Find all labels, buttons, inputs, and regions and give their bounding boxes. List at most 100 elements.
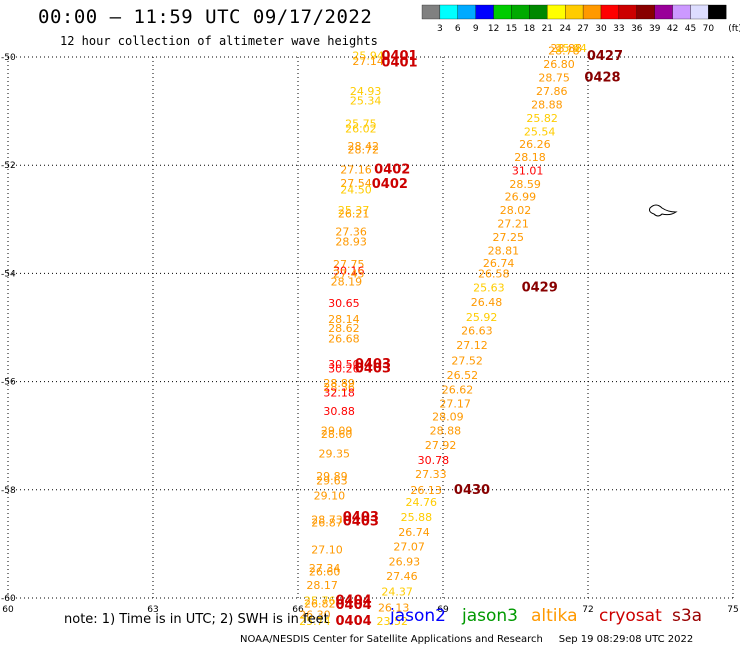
pass-time-label: 0403 xyxy=(355,361,391,376)
wave-height-value: 29.35 xyxy=(319,447,351,460)
pass-time-label: 0402 xyxy=(372,177,408,192)
wave-height-value: 26.62 xyxy=(442,384,474,397)
wave-height-value: 28.88 xyxy=(430,425,462,438)
scale-label: 36 xyxy=(631,24,643,34)
wave-height-value: 24.37 xyxy=(381,585,413,598)
x-tick-label: 72 xyxy=(582,605,593,615)
wave-height-value: 25.94 xyxy=(555,42,587,55)
y-tick-label: -54 xyxy=(1,269,16,279)
wave-height-value: 30.16 xyxy=(333,264,365,277)
wave-height-value: 28.19 xyxy=(331,275,363,288)
scale-swatch xyxy=(547,4,566,20)
wave-height-value: 30.50 xyxy=(328,358,360,371)
wave-height-value: 28.88 xyxy=(551,42,583,55)
wave-height-value: 28.88 xyxy=(531,98,563,111)
wave-height-value: 27.33 xyxy=(415,468,447,481)
satellite-altika: altika xyxy=(531,606,578,626)
wave-height-value: 27.16 xyxy=(340,163,372,176)
pass-time-label: 0430 xyxy=(454,483,490,498)
pass-time-label: 0428 xyxy=(584,70,620,85)
wave-height-value: 26.99 xyxy=(505,190,537,203)
chart-title: 00:00 – 11:59 UTC 09/17/2022 xyxy=(38,6,373,28)
wave-height-value: 27.54 xyxy=(340,177,372,190)
y-tick-label: -52 xyxy=(1,161,16,171)
footer-note: note: 1) Time is in UTC; 2) SWH is in fe… xyxy=(64,612,329,627)
wave-height-value: 31.01 xyxy=(512,164,544,177)
wave-height-value: 27.12 xyxy=(456,339,488,352)
scale-swatch xyxy=(654,4,673,20)
wave-height-value: 29.89 xyxy=(316,470,348,483)
scale-label: 24 xyxy=(559,24,571,34)
wave-height-value: 28.36 xyxy=(323,381,355,394)
wave-height-value: 25.76 xyxy=(304,594,336,607)
wave-height-value: 28.59 xyxy=(509,178,541,191)
wave-height-value: 25.37 xyxy=(338,204,370,217)
wave-height-value: 24.50 xyxy=(340,183,372,196)
wave-height-value: 26.82 xyxy=(304,598,336,611)
x-tick-label: 60 xyxy=(2,605,14,615)
wave-height-value: 28.62 xyxy=(328,322,360,335)
scale-label: 33 xyxy=(613,24,624,34)
wave-height-value: 26.74 xyxy=(483,257,515,270)
scale-swatch xyxy=(511,4,530,20)
wave-height-value: 27.25 xyxy=(493,231,525,244)
scale-swatch xyxy=(475,4,494,20)
satellite-jason3: jason3 xyxy=(462,606,518,626)
wave-height-value: 29.10 xyxy=(314,490,346,503)
pass-time-label: 0402 xyxy=(374,162,410,177)
plot-grid xyxy=(7,56,734,599)
wave-height-value: 26.63 xyxy=(461,325,493,338)
scale-label: 15 xyxy=(506,24,517,34)
pass-time-label: 0401 xyxy=(381,49,417,64)
wave-height-value: 26.13 xyxy=(378,602,410,615)
wave-height-value: 32.18 xyxy=(323,387,355,400)
scale-swatch xyxy=(439,4,458,20)
pass-time-label: 0404 xyxy=(335,614,371,629)
y-tick-label: -50 xyxy=(1,53,16,63)
satellite-s3a: s3a xyxy=(672,606,703,626)
wave-height-value: 28.14 xyxy=(328,313,360,326)
pass-time-labels: 0401040104020402040304030403040304040404… xyxy=(335,49,623,629)
wave-height-value: 27.07 xyxy=(393,540,425,553)
wave-height-value: 26.30 xyxy=(299,609,331,622)
wave-height-value: 29.63 xyxy=(316,474,348,487)
x-tick-label: 69 xyxy=(437,605,449,615)
wave-height-value: 28.72 xyxy=(348,143,380,156)
wave-height-value: 25.54 xyxy=(524,125,556,138)
credit-line: NOAA/NESDIS Center for Satellite Applica… xyxy=(240,634,694,645)
wave-height-points: 25.9427.1424.9325.3425.7526.0228.4228.72… xyxy=(299,42,587,628)
y-tick-label: -58 xyxy=(1,486,16,496)
scale-label: 6 xyxy=(455,24,461,34)
y-tick-label: -60 xyxy=(1,594,16,604)
wave-height-value: 27.46 xyxy=(386,570,418,583)
wave-height-value: 28.18 xyxy=(514,151,546,164)
wave-height-value: 25.94 xyxy=(352,50,384,63)
scale-label: 12 xyxy=(488,24,499,34)
wave-height-value: 28.73 xyxy=(311,513,343,526)
axis-ticks: 60 63 66 69 72 75 -50 -52 -54 -56 -58 -60 xyxy=(1,53,739,615)
wave-height-value: 25.63 xyxy=(473,281,505,294)
wave-height-value: 28.78 xyxy=(548,44,580,57)
wave-height-value: 25.88 xyxy=(401,511,433,524)
scale-unit: (ft) xyxy=(728,24,740,34)
wave-height-value: 30.26 xyxy=(328,362,360,375)
wave-height-value: 29.09 xyxy=(321,425,353,438)
wave-height-value: 27.14 xyxy=(352,55,384,68)
wave-height-value: 26.21 xyxy=(338,208,370,221)
wave-height-value: 28.09 xyxy=(432,411,464,424)
wave-height-value: 26.58 xyxy=(478,268,510,281)
scale-swatch xyxy=(690,4,709,20)
scale-label: 70 xyxy=(703,24,715,34)
wave-height-value: 27.45 xyxy=(333,268,365,281)
wave-height-value: 25.74 xyxy=(299,615,331,628)
scale-swatch xyxy=(618,4,637,20)
wave-height-value: 24.93 xyxy=(350,85,382,98)
wave-height-value: 28.75 xyxy=(538,71,570,84)
wave-height-value: 26.52 xyxy=(447,369,479,382)
wave-height-value: 27.75 xyxy=(333,258,365,271)
scale-label: 18 xyxy=(524,24,536,34)
wave-height-value: 27.52 xyxy=(451,354,483,367)
scale-swatch xyxy=(636,4,655,20)
scale-swatch xyxy=(421,4,441,20)
